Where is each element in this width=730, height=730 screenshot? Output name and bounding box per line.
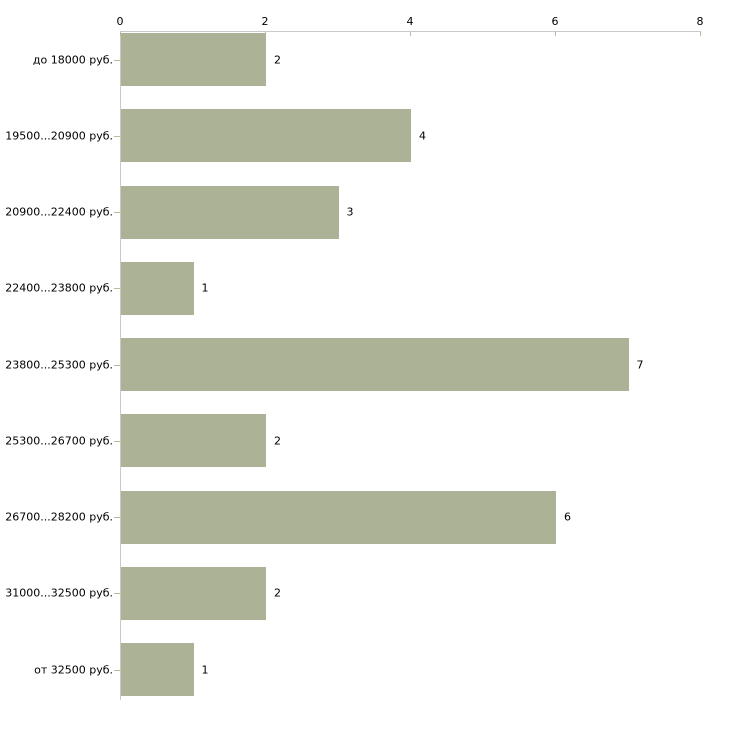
bar [121,185,339,239]
bar-row: 22400...23800 руб. 1 [0,261,730,315]
x-tick-label: 0 [116,15,124,28]
value-label: 7 [636,358,644,371]
category-label: 26700...28200 руб. [5,510,113,524]
x-tick-mark [700,32,701,36]
x-axis-line [120,31,701,32]
y-tick-mark [114,59,120,61]
bar-row: 26700...28200 руб. 6 [0,490,730,544]
value-label: 1 [201,281,209,295]
bar-row: до 18000 руб. 2 [0,33,730,86]
y-axis-line [120,31,121,700]
value-label: 2 [274,586,281,600]
bar-row: 25300...26700 руб. 2 [0,414,730,468]
y-tick-mark [114,135,120,137]
y-tick-mark [114,364,120,366]
x-tick-label: 2 [261,15,269,28]
y-tick-mark [114,593,120,595]
bar-row: 23800...25300 руб. 7 [0,338,730,391]
category-label: 23800...25300 руб. [5,358,113,371]
value-label: 6 [564,510,571,524]
category-label: 25300...26700 руб. [5,434,113,448]
category-label: 31000...32500 руб. [5,586,113,600]
category-label: от 32500 руб. [34,663,113,676]
category-label: до 18000 руб. [32,53,113,66]
x-tick-mark [555,32,556,36]
bar [121,33,266,86]
category-label: 19500...20900 руб. [5,129,113,143]
bar [121,490,556,544]
bar-row: 31000...32500 руб. 2 [0,566,730,620]
y-tick-mark [114,440,120,442]
x-tick-label: 8 [696,15,704,28]
x-tick-mark [410,32,411,36]
bar [121,261,194,315]
bar [121,414,266,468]
category-label: 22400...23800 руб. [5,281,113,295]
y-tick-mark [114,517,120,518]
bar [121,109,411,163]
bar [121,643,194,696]
bar [121,566,266,620]
bar-row: 19500...20900 руб. 4 [0,109,730,163]
y-tick-mark [114,288,120,290]
bar [121,338,629,391]
bar-row: 20900...22400 руб. 3 [0,185,730,239]
x-tick-label: 4 [406,15,414,28]
y-tick-mark [114,669,120,671]
value-label: 1 [201,663,209,676]
value-label: 4 [419,129,426,143]
value-label: 2 [274,53,281,66]
bar-row: от 32500 руб. 1 [0,643,730,696]
value-label: 3 [346,205,354,219]
x-tick-mark [120,32,121,36]
y-tick-mark [114,212,120,213]
x-tick-label: 6 [551,15,559,28]
value-label: 2 [274,434,281,448]
category-label: 20900...22400 руб. [5,205,113,219]
